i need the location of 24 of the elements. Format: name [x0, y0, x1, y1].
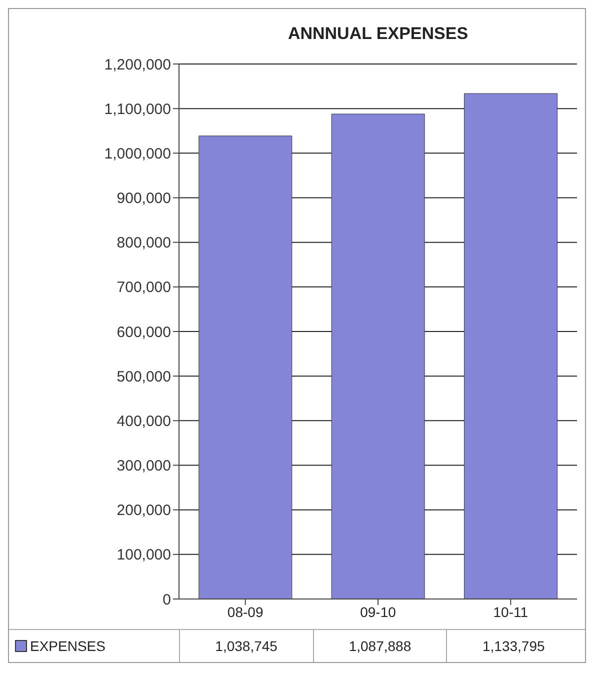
- y-tick-label: 1,000,000: [104, 145, 171, 162]
- x-tick-label: 08-09: [227, 604, 264, 620]
- y-tick-label: 0: [162, 591, 171, 608]
- x-tick-label: 10-11: [493, 604, 528, 620]
- data-label: 1,133,795: [446, 630, 580, 662]
- y-tick-label: 1,200,000: [104, 56, 171, 74]
- legend-label: EXPENSES: [29, 637, 106, 656]
- data-label: 1,087,888: [312, 630, 446, 662]
- y-tick-label: 500,000: [116, 368, 171, 386]
- y-tick-label: 300,000: [116, 458, 171, 475]
- y-tick-label: 200,000: [116, 502, 171, 520]
- x-tick-label: 09-10: [360, 604, 396, 620]
- chart-title: ANNNUAL EXPENSES: [288, 24, 468, 43]
- bar: [331, 114, 425, 599]
- y-tick-label: 400,000: [116, 412, 171, 430]
- bar: [198, 136, 292, 599]
- y-tick-label: 700,000: [116, 279, 171, 296]
- y-tick-label: 600,000: [116, 324, 171, 341]
- y-tick-label: 900,000: [116, 190, 171, 208]
- y-tick-label: 100,000: [116, 546, 171, 564]
- data-label: 1,038,745: [179, 630, 313, 662]
- y-tick-label: 1,100,000: [104, 100, 171, 118]
- bar: [464, 93, 558, 599]
- y-tick-label: 800,000: [116, 234, 171, 252]
